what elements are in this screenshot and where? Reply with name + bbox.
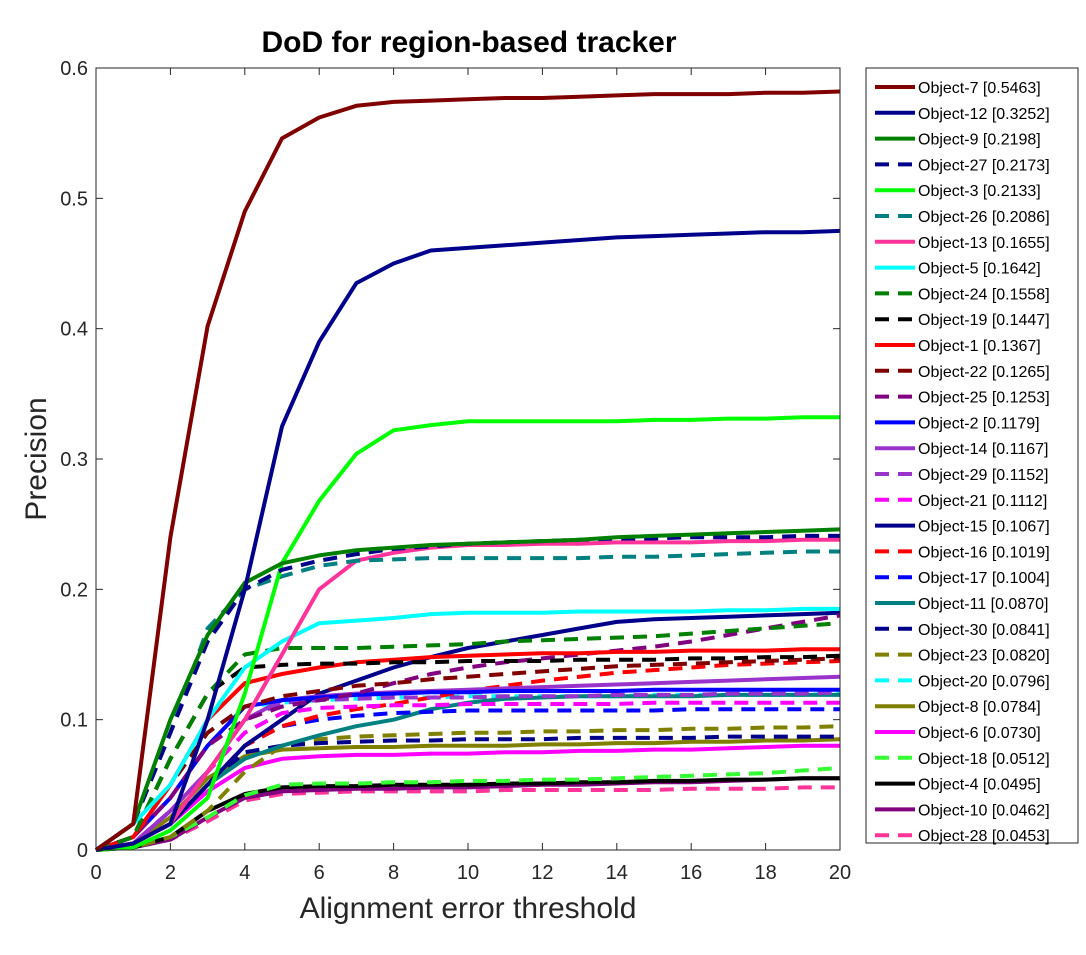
legend-label: Object-23 [0.0820]	[918, 648, 1050, 665]
legend-label: Object-22 [0.1265]	[918, 364, 1050, 381]
series-line-object-3	[95, 415, 840, 852]
x-tick-label: 14	[606, 862, 628, 884]
legend-label: Object-7 [0.5463]	[918, 80, 1041, 97]
series-line-object-28	[95, 785, 840, 852]
series-line-object-26	[94, 549, 840, 852]
legend-label: Object-24 [0.1558]	[918, 286, 1050, 303]
series-line-object-18	[95, 765, 841, 852]
series-line-object-6	[95, 743, 840, 852]
legend-label: Object-21 [0.1112]	[918, 493, 1047, 510]
x-tick-label: 4	[239, 862, 250, 884]
series-line-object-19	[95, 653, 841, 852]
x-tick-label: 12	[531, 862, 553, 884]
x-axis-label: Alignment error threshold	[300, 892, 637, 925]
legend-label: Object-27 [0.2173]	[918, 157, 1050, 174]
y-tick-label: 0.1	[60, 710, 88, 732]
chart-title: DoD for region-based tracker	[261, 26, 676, 59]
x-tick-label: 16	[680, 862, 702, 884]
series-line-object-5	[94, 606, 840, 852]
x-tick-label: 18	[754, 862, 776, 884]
series-line-object-23	[95, 724, 841, 852]
plot-area	[96, 68, 840, 850]
y-axis-label: Precision	[20, 397, 53, 520]
x-tick-label: 0	[90, 862, 101, 884]
legend-label: Object-13 [0.1655]	[918, 235, 1050, 252]
x-tick-label: 20	[829, 862, 851, 884]
series-line-object-9	[94, 527, 841, 852]
series-line-object-21	[95, 700, 840, 852]
y-tick-label: 0.3	[60, 449, 88, 471]
legend-label: Object-20 [0.0796]	[918, 673, 1050, 690]
series-line-object-2	[95, 687, 840, 852]
legend-label: Object-12 [0.3252]	[918, 106, 1050, 123]
legend-label: Object-9 [0.2198]	[918, 132, 1041, 149]
legend-label: Object-30 [0.0841]	[918, 622, 1050, 639]
legend: Object-7 [0.5463] Object-12 [0.3252] Objec…	[865, 67, 1079, 845]
y-tick-label: 0.5	[60, 188, 88, 210]
legend-label: Object-10 [0.0462]	[918, 802, 1050, 819]
ticks-layer: 0 2 4 6 8 10 12 14 16 18 20 0 0.1 0.2 0.3 0.4 0.5 0.6	[60, 58, 851, 884]
series-line-object-1	[95, 647, 840, 852]
y-tick-label: 0.4	[60, 319, 88, 341]
series-layer	[94, 89, 841, 852]
legend-items: Object-7 [0.5463] Object-12 [0.3252] Objec…	[875, 80, 1050, 845]
series-line-object-22	[95, 656, 841, 852]
y-tick-label: 0.2	[60, 579, 88, 601]
legend-label: Object-16 [0.1019]	[918, 544, 1050, 561]
legend-label: Object-25 [0.1253]	[918, 390, 1050, 407]
series-line-object-12	[95, 228, 841, 852]
series-line-object-4	[95, 776, 840, 852]
x-tick-label: 6	[314, 862, 325, 884]
y-tick-label: 0.6	[60, 58, 88, 80]
legend-label: Object-2 [0.1179]	[918, 415, 1040, 432]
legend-label: Object-14 [0.1167]	[918, 441, 1048, 458]
series-line-object-15	[95, 610, 841, 852]
legend-label: Object-3 [0.2133]	[918, 183, 1041, 200]
legend-label: Object-17 [0.1004]	[918, 570, 1050, 587]
legend-label: Object-26 [0.2086]	[918, 209, 1050, 226]
x-tick-label: 10	[457, 862, 479, 884]
legend-label: Object-11 [0.0870]	[918, 596, 1048, 613]
legend-label: Object-19 [0.1447]	[918, 312, 1050, 329]
legend-label: Object-18 [0.0512]	[918, 751, 1050, 768]
series-line-object-25	[95, 613, 841, 852]
series-line-object-7	[94, 89, 841, 852]
legend-label: Object-6 [0.0730]	[918, 725, 1041, 742]
legend-label: Object-15 [0.1067]	[918, 519, 1050, 536]
x-tick-label: 2	[165, 862, 176, 884]
legend-label: Object-29 [0.1152]	[918, 467, 1048, 484]
legend-label: Object-8 [0.0784]	[918, 699, 1041, 716]
x-tick-label: 8	[388, 862, 399, 884]
legend-label: Object-1 [0.1367]	[918, 338, 1041, 355]
legend-label: Object-4 [0.0495]	[918, 777, 1041, 794]
legend-label: Object-28 [0.0453]	[918, 828, 1050, 845]
legend-label: Object-5 [0.1642]	[918, 261, 1041, 278]
legend-box	[865, 67, 1079, 844]
y-tick-label: 0	[77, 840, 88, 862]
